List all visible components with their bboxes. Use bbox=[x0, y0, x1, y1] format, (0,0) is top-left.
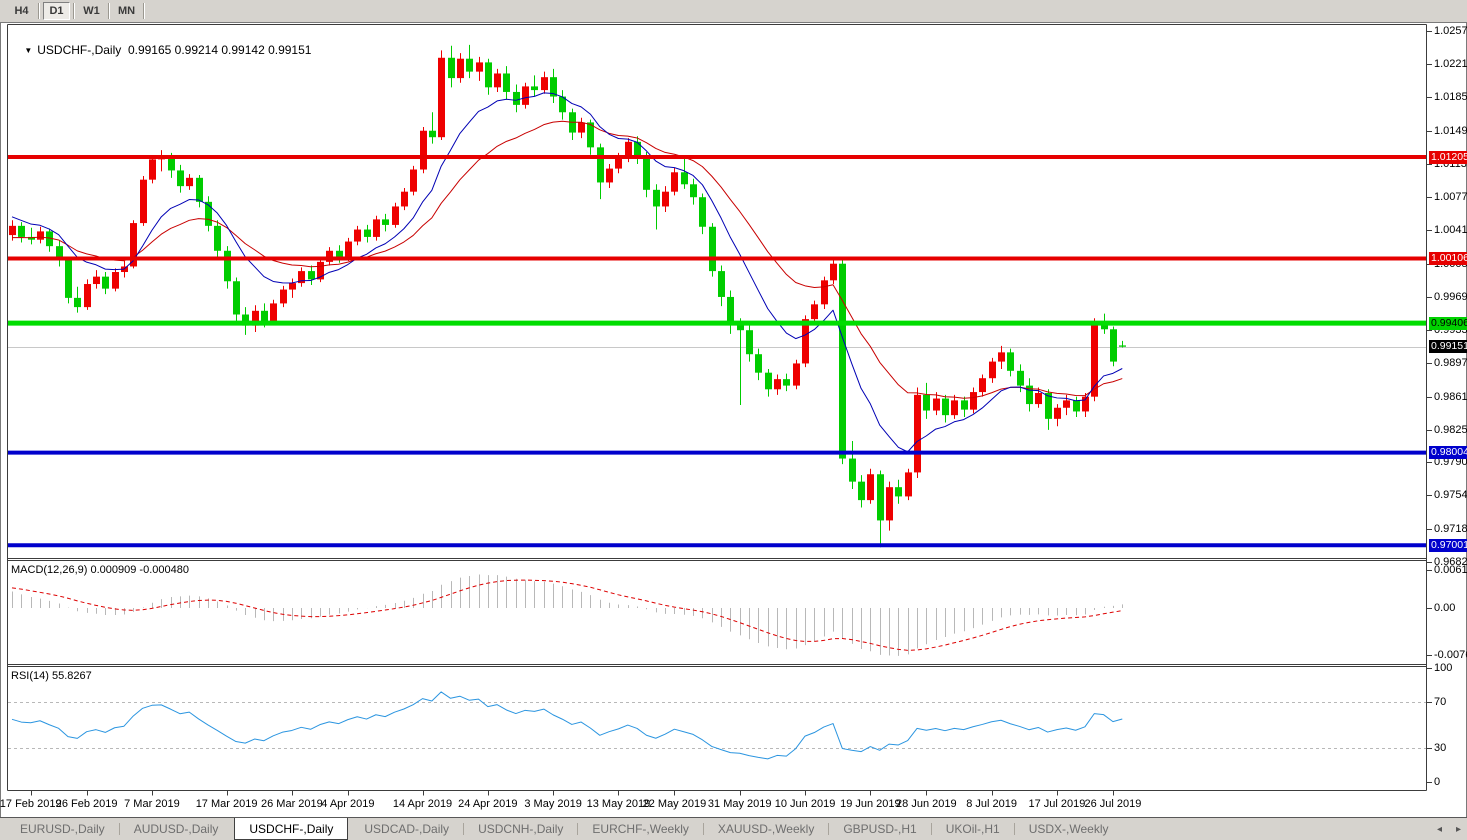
price-axis-label: 1.01850 bbox=[1434, 91, 1467, 104]
tab-eurchf-weekly[interactable]: EURCHF-,Weekly bbox=[592, 822, 689, 836]
tab-scroll-left-icon[interactable]: ◂ bbox=[1436, 823, 1442, 835]
tab-divider bbox=[118, 823, 120, 835]
chart-title: ▼ USDCHF-,Daily 0.99165 0.99214 0.99142 0… bbox=[11, 29, 311, 71]
date-axis-label: 31 May 2019 bbox=[707, 798, 772, 810]
date-axis-label: 4 Apr 2019 bbox=[321, 798, 375, 810]
price-level-badge: 1.01205 bbox=[1429, 150, 1467, 164]
date-axis-label: 14 Apr 2019 bbox=[392, 798, 453, 810]
price-level-badge: 0.99406 bbox=[1429, 316, 1467, 330]
rsi-axis-label: 30 bbox=[1434, 741, 1447, 754]
macd-axis-label: 0.00613 bbox=[1434, 564, 1467, 576]
price-axis-label: 1.00770 bbox=[1434, 191, 1467, 204]
price-axis-label: 1.02210 bbox=[1434, 58, 1467, 71]
macd-indicator-label: MACD(12,26,9) 0.000909 -0.000480 bbox=[11, 564, 189, 576]
timeframe-button-w1[interactable]: W1 bbox=[83, 5, 100, 17]
tab-divider bbox=[702, 823, 704, 835]
timeframe-toolbar: H4 D1 W1 MN bbox=[0, 0, 1467, 22]
toolbar-separator bbox=[108, 3, 110, 19]
date-axis-label: 26 Mar 2019 bbox=[261, 798, 323, 810]
date-axis-label: 3 May 2019 bbox=[524, 798, 582, 810]
chart-window: ▼ USDCHF-,Daily 0.99165 0.99214 0.99142 0… bbox=[0, 22, 1467, 817]
chart-canvas[interactable] bbox=[0, 22, 1467, 817]
date-axis-label: 28 Jun 2019 bbox=[896, 798, 957, 810]
macd-axis-label: 0.00 bbox=[1434, 602, 1456, 614]
tab-divider bbox=[828, 823, 830, 835]
tab-usdcnh-daily[interactable]: USDCNH-,Daily bbox=[478, 822, 564, 836]
toolbar-separator bbox=[143, 3, 145, 19]
tab-ukoil-h1[interactable]: UKOil-,H1 bbox=[945, 822, 1000, 836]
tab-usdchf-daily[interactable]: USDCHF-,Daily bbox=[234, 818, 349, 840]
date-axis-label: 19 Jun 2019 bbox=[840, 798, 901, 810]
macd-axis-label: -0.007612 bbox=[1434, 649, 1467, 662]
price-level-badge: 0.97001 bbox=[1429, 538, 1467, 552]
dropdown-arrow-icon[interactable]: ▼ bbox=[24, 46, 33, 55]
tab-divider bbox=[1013, 823, 1015, 835]
toolbar-separator bbox=[73, 3, 75, 19]
tab-usdcad-daily[interactable]: USDCAD-,Daily bbox=[364, 822, 450, 836]
tab-divider bbox=[577, 823, 579, 835]
tab-xauusd-weekly[interactable]: XAUUSD-,Weekly bbox=[717, 822, 815, 836]
chart-ohlc-values: 0.99165 0.99214 0.99142 0.99151 bbox=[127, 43, 312, 57]
date-axis-label: 8 Jul 2019 bbox=[966, 798, 1018, 810]
rsi-indicator-label: RSI(14) 55.8267 bbox=[11, 670, 92, 682]
date-axis-label: 10 Jun 2019 bbox=[774, 798, 836, 810]
date-axis-label: 22 May 2019 bbox=[642, 798, 707, 810]
price-level-badge: 0.98004 bbox=[1429, 446, 1467, 460]
tab-divider bbox=[463, 823, 465, 835]
rsi-axis-label: 0 bbox=[1434, 776, 1441, 788]
date-axis-label: 26 Jul 2019 bbox=[1084, 798, 1142, 810]
tab-eurusd-daily[interactable]: EURUSD-,Daily bbox=[20, 822, 105, 836]
price-axis-label: 1.02570 bbox=[1434, 25, 1467, 37]
price-axis-label: 1.01490 bbox=[1434, 124, 1467, 137]
tab-gbpusd-h1[interactable]: GBPUSD-,H1 bbox=[843, 822, 917, 836]
price-level-badge: 1.00106 bbox=[1429, 252, 1467, 266]
tab-scroll-right-icon[interactable]: ▸ bbox=[1455, 823, 1461, 835]
timeframe-button-d1[interactable]: D1 bbox=[43, 2, 70, 20]
date-axis-label: 17 Feb 2019 bbox=[0, 798, 62, 810]
toolbar-separator bbox=[38, 3, 40, 19]
tab-audusd-daily[interactable]: AUDUSD-,Daily bbox=[133, 822, 219, 836]
date-axis-label: 26 Feb 2019 bbox=[55, 798, 118, 810]
tab-usdx-weekly[interactable]: USDX-,Weekly bbox=[1028, 822, 1109, 836]
price-level-badge: 0.99151 bbox=[1429, 340, 1467, 354]
date-axis-label: 7 Mar 2019 bbox=[124, 798, 180, 810]
date-axis-label: 17 Mar 2019 bbox=[195, 798, 258, 810]
tab-divider bbox=[930, 823, 932, 835]
timeframe-button-h4[interactable]: H4 bbox=[14, 5, 29, 17]
timeframe-button-mn[interactable]: MN bbox=[117, 5, 136, 17]
date-axis-label: 24 Apr 2019 bbox=[458, 798, 518, 810]
rsi-axis-label: 70 bbox=[1434, 696, 1447, 709]
rsi-axis-label: 100 bbox=[1434, 662, 1453, 674]
chart-symbol-label: USDCHF-,Daily bbox=[37, 43, 122, 57]
date-axis-label: 17 Jul 2019 bbox=[1028, 798, 1086, 810]
date-axis-label: 13 May 2019 bbox=[586, 798, 651, 810]
symbol-tab-bar: EURUSD-,Daily AUDUSD-,Daily USDCHF-,Daily U… bbox=[0, 817, 1467, 840]
